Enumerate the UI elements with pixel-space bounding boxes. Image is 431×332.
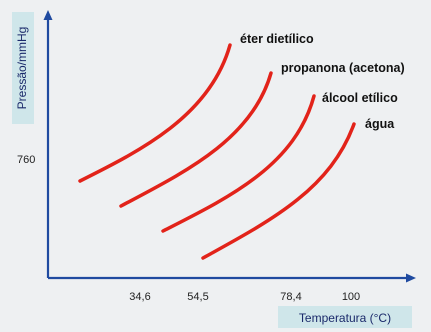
curve-eter-dietilico [78,43,232,183]
curve-alcool-etilico [161,94,316,233]
series-label: água [365,117,395,131]
x-axis-arrow-icon [406,273,416,283]
x-tick-label: 54,5 [187,291,208,303]
y-axis-arrow-icon [43,10,53,20]
series-labels: éter dietílico propanona (acetona) álcoo… [240,32,405,131]
series-curves [78,43,356,260]
y-axis-label-box [12,12,34,124]
axes [43,10,416,283]
x-tick-label: 78,4 [280,291,301,303]
series-label: propanona (acetona) [281,61,405,75]
x-tick-label: 100 [342,291,360,303]
x-tick-labels: 34,6 54,5 78,4 100 [129,291,360,303]
x-axis-label: Temperatura (°C) [299,311,391,325]
series-label: álcool etílico [322,91,398,105]
curve-propanona [119,71,273,208]
y-tick-label: 760 [17,154,35,166]
curve-agua [201,122,356,260]
y-axis-label: Pressão/mmHg [15,27,29,110]
x-axis-label-box [278,306,412,328]
series-label: éter dietílico [240,32,314,46]
x-tick-label: 34,6 [129,291,150,303]
